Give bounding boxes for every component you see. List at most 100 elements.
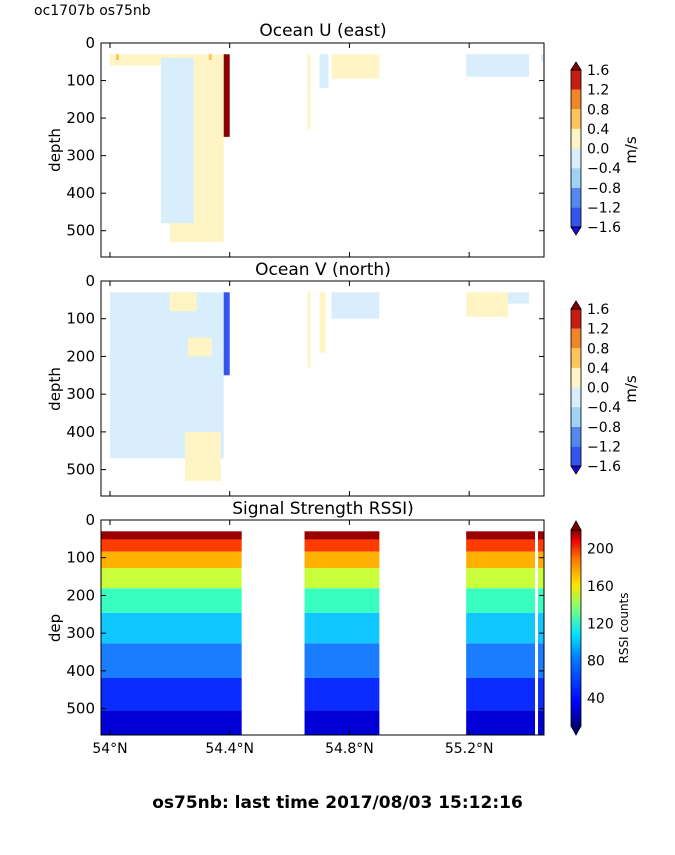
y-ticks: 0 100 200 300 400 500 <box>66 272 544 479</box>
data-cell <box>307 54 311 130</box>
colorbar-label: m/s <box>622 136 640 164</box>
colorbar-tick-label: 200 <box>587 542 614 558</box>
colorbar-swatch <box>571 187 581 208</box>
colorbar-label: RSSI counts <box>617 592 631 663</box>
data-cell <box>160 58 194 224</box>
rssi-band <box>538 531 544 540</box>
data-cell <box>223 292 230 376</box>
colorbar-swatch <box>571 148 581 169</box>
colorbar-swatch <box>571 70 581 90</box>
rssi-band <box>101 677 242 711</box>
colorbar-tick-label: 0.0 <box>587 381 609 397</box>
rssi-band <box>304 677 314 711</box>
colorbar-extend-max <box>570 61 582 71</box>
colorbar-swatch <box>571 128 581 149</box>
rssi-band <box>101 539 242 552</box>
panel-ocean-u: Ocean U (east) 0 100 200 300 400 500 depth 1.… <box>46 21 640 258</box>
data-cell <box>331 292 380 319</box>
rssi-band <box>304 643 314 678</box>
y-tick-label: 0 <box>85 34 95 52</box>
rssi-band <box>313 567 380 589</box>
x-tick-label: 55.2°N <box>445 741 494 757</box>
colorbar-tick-label: 0.0 <box>587 142 609 158</box>
colorbar-extend-max <box>570 520 582 531</box>
colorbar-tick-label: −1.2 <box>587 439 621 455</box>
rssi-band <box>538 588 544 613</box>
plot-area <box>101 531 544 735</box>
rssi-band <box>101 551 242 568</box>
colorbar-tick-label: 40 <box>587 691 605 707</box>
colorbar-tick-label: −1.6 <box>587 459 621 475</box>
rssi-band <box>538 567 544 589</box>
colorbar-tick-label: 80 <box>587 654 605 670</box>
colorbar-frame <box>570 69 582 228</box>
plot-area <box>109 54 544 242</box>
data-cell <box>307 292 311 368</box>
data-cell <box>115 54 119 60</box>
rssi-band <box>304 588 314 613</box>
x-ticks: 54°N 54.4°N 54.8°N 55.2°N <box>92 520 493 757</box>
rssi-band <box>101 612 242 644</box>
plot-frame <box>100 42 545 258</box>
colorbar-extend-min <box>570 465 582 475</box>
rssi-band <box>466 612 536 644</box>
data-cell <box>466 54 530 77</box>
y-ticks: 0 100 200 300 400 500 <box>66 511 544 718</box>
rssi-band <box>304 539 314 552</box>
y-tick-label: 200 <box>66 109 95 127</box>
colorbar-swatch <box>571 309 581 329</box>
colorbar-swatch <box>571 367 581 388</box>
colorbar-tick-label: −0.4 <box>587 161 621 177</box>
colorbar-tick-label: 1.2 <box>587 83 609 99</box>
rssi-band <box>304 612 314 644</box>
rssi-band <box>313 612 380 644</box>
colorbar-extend-min <box>570 725 582 736</box>
y-tick-label: 500 <box>66 461 95 479</box>
rssi-band <box>313 643 380 678</box>
plot-frame <box>100 519 545 736</box>
rssi-band <box>101 710 242 735</box>
x-tick-label: 54.8°N <box>325 741 374 757</box>
colorbar: 1.6 1.2 0.8 0.4 0.0 −0.4 −0.8 −1.2 −1.6 <box>570 300 621 475</box>
data-cell <box>319 54 329 89</box>
panel-title: Ocean V (north) <box>255 260 391 280</box>
y-tick-label: 0 <box>85 272 95 290</box>
data-cell <box>187 337 212 357</box>
colorbar-swatch <box>571 328 581 349</box>
colorbar-swatch <box>571 348 581 368</box>
rssi-band <box>313 588 380 613</box>
colorbar-tick-label: −0.8 <box>587 420 621 436</box>
colorbar-tick-label: 160 <box>587 579 614 595</box>
colorbar: 1.6 1.2 0.8 0.4 0.0 −0.4 −0.8 −1.2 −1.6 <box>570 61 621 236</box>
rssi-band <box>101 643 242 678</box>
data-cell <box>169 292 197 312</box>
colorbar-frame <box>570 308 582 467</box>
panel-title: Ocean U (east) <box>259 21 386 41</box>
rssi-band <box>304 551 314 568</box>
y-tick-label: 200 <box>66 347 95 365</box>
rssi-band <box>538 643 544 678</box>
y-tick-label: 100 <box>66 72 95 90</box>
data-cell <box>541 54 544 62</box>
colorbar-swatch <box>571 168 581 188</box>
colorbar-swatch <box>571 446 581 466</box>
y-tick-label: 500 <box>66 222 95 240</box>
y-tick-label: 400 <box>66 184 95 202</box>
panel-title: Signal Strength RSSI) <box>232 499 414 519</box>
rssi-band <box>101 531 242 540</box>
colorbar: 200 160 120 80 40 <box>570 520 614 736</box>
rssi-band <box>538 539 544 552</box>
panel-rssi: Signal Strength RSSI) 0 100 200 300 400 500 5… <box>46 499 631 757</box>
rssi-band <box>101 567 242 589</box>
y-axis-label: dep <box>46 614 64 642</box>
y-tick-label: 400 <box>66 662 95 680</box>
data-cell <box>109 292 224 459</box>
colorbar-tick-label: 1.6 <box>587 302 609 318</box>
rssi-band <box>313 710 380 735</box>
colorbar-swatch <box>571 89 581 110</box>
data-cell <box>331 54 380 79</box>
rssi-band <box>304 567 314 589</box>
rssi-band <box>466 643 536 678</box>
corner-label: oc1707b os75nb <box>34 3 151 19</box>
